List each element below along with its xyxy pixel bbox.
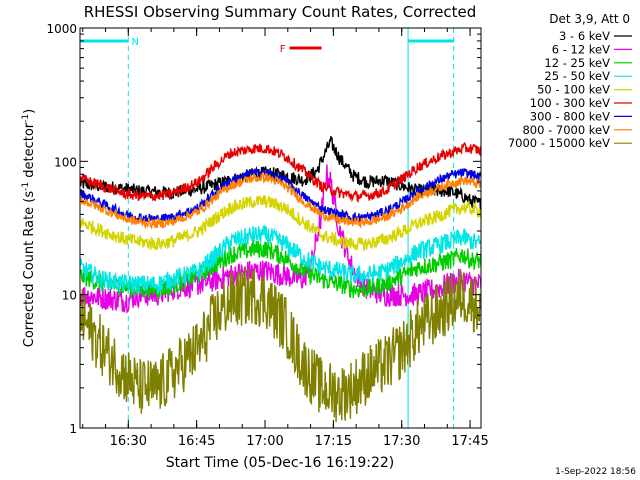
timestamp: 1-Sep-2022 18:56	[555, 467, 636, 477]
series-line-100-300-kev	[80, 141, 481, 204]
legend-label-100-300-kev: 100 - 300 keV	[530, 96, 610, 110]
y-tick-label: 100	[54, 155, 77, 169]
legend-label-12-25-kev: 12 - 25 keV	[544, 56, 610, 70]
y-tick-label: 1	[69, 422, 77, 436]
x-tick-label: 16:30	[110, 434, 147, 449]
legend-label-50-100-kev: 50 - 100 keV	[537, 83, 610, 97]
chart-title: RHESSI Observing Summary Count Rates, Co…	[84, 3, 477, 21]
x-axis: 16:30 16:45 17:00 17:15 17:30 17:45	[82, 28, 489, 449]
plot-area: NF	[79, 27, 482, 429]
series-line-25-50-kev	[80, 224, 481, 294]
series-line-300-800-kev	[80, 165, 481, 225]
x-tick-label: 16:45	[178, 434, 215, 449]
flag-label-F: F	[280, 44, 286, 55]
series-line-800-7000-kev	[80, 171, 481, 230]
flag-label-N: N	[132, 37, 139, 48]
flag-markers: NF	[80, 37, 454, 55]
legend-label-25-50-kev: 25 - 50 keV	[544, 69, 610, 83]
legend-header: Det 3,9, Att 0	[549, 12, 630, 26]
plot-frame	[79, 27, 482, 429]
x-tick-label: 17:00	[246, 434, 283, 449]
y-tick-label: 10	[62, 289, 77, 303]
y-axis: 1 10 100 1000	[46, 22, 481, 436]
x-tick-label: 17:30	[383, 434, 420, 449]
series-line-50-100-kev	[80, 194, 481, 252]
x-axis-label: Start Time (05-Dec-16 16:19:22)	[166, 455, 394, 471]
y-tick-label: 1000	[46, 22, 77, 36]
y-axis-label: Corrected Count Rate (s-1 detector-1)	[21, 109, 37, 347]
legend-label-3-6-kev: 3 - 6 keV	[559, 29, 610, 43]
series-line-6-12-kev	[80, 164, 481, 314]
legend-label-6-12-kev: 6 - 12 keV	[552, 42, 610, 56]
legend-label-300-800-kev: 300 - 800 keV	[530, 109, 610, 123]
series-line-7000-15000-kev	[80, 267, 481, 423]
series-line-12-25-kev	[80, 240, 481, 300]
legend-label-7000-15000-kev: 7000 - 15000 keV	[508, 136, 610, 150]
series-group	[80, 135, 481, 423]
series-line-3-6-kev	[80, 135, 481, 212]
legend-label-800-7000-kev: 800 - 7000 keV	[522, 123, 610, 137]
x-tick-label: 17:15	[315, 434, 352, 449]
x-tick-label: 17:45	[451, 434, 488, 449]
